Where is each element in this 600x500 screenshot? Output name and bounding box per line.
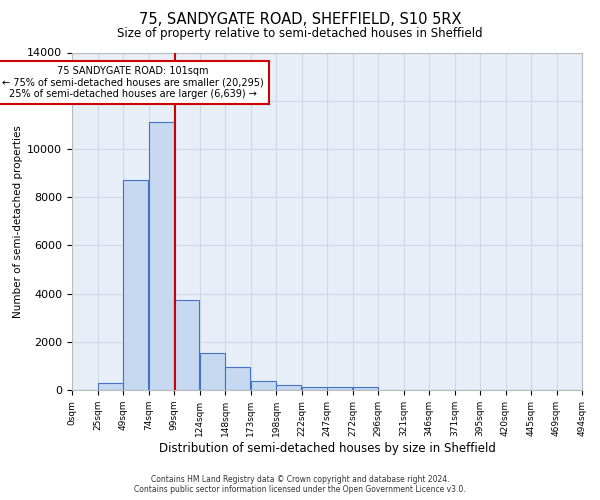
- Bar: [251, 381, 276, 390]
- Text: Size of property relative to semi-detached houses in Sheffield: Size of property relative to semi-detach…: [117, 28, 483, 40]
- Bar: [98, 383, 123, 390]
- Bar: [225, 367, 250, 390]
- Text: 75, SANDYGATE ROAD, SHEFFIELD, S10 5RX: 75, SANDYGATE ROAD, SHEFFIELD, S10 5RX: [139, 12, 461, 28]
- Bar: [302, 386, 327, 390]
- Y-axis label: Number of semi-detached properties: Number of semi-detached properties: [13, 125, 23, 318]
- Text: 75 SANDYGATE ROAD: 101sqm
← 75% of semi-detached houses are smaller (20,295)
25%: 75 SANDYGATE ROAD: 101sqm ← 75% of semi-…: [2, 66, 264, 99]
- Bar: [123, 180, 148, 390]
- X-axis label: Distribution of semi-detached houses by size in Sheffield: Distribution of semi-detached houses by …: [158, 442, 496, 454]
- Bar: [200, 353, 225, 390]
- Bar: [353, 388, 378, 390]
- Bar: [174, 300, 199, 390]
- Text: Contains HM Land Registry data © Crown copyright and database right 2024.
Contai: Contains HM Land Registry data © Crown c…: [134, 474, 466, 494]
- Bar: [276, 385, 301, 390]
- Bar: [327, 388, 352, 390]
- Bar: [149, 122, 174, 390]
